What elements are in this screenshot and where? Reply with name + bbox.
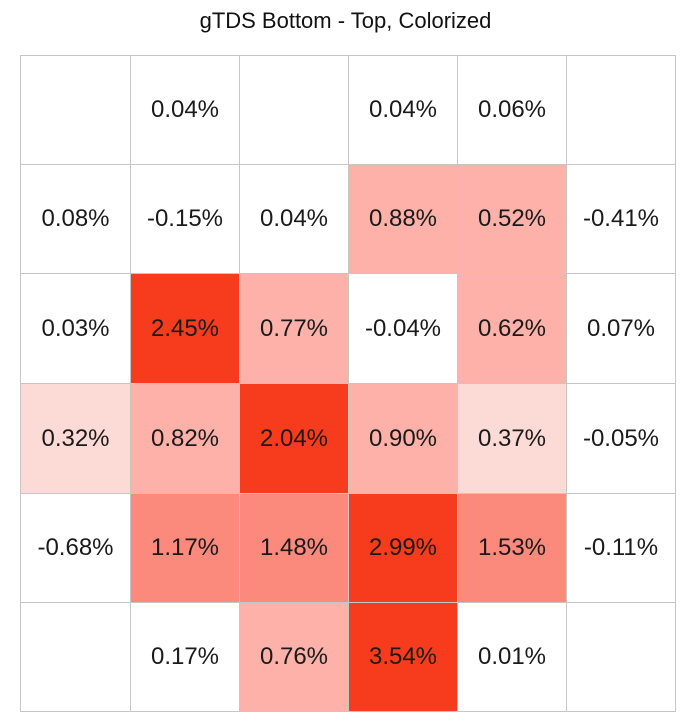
- heatmap-cell: 0.90%: [349, 384, 458, 494]
- heatmap-cell: 0.32%: [21, 384, 131, 494]
- heatmap-cell: 0.03%: [21, 274, 131, 384]
- heatmap-cell: 1.48%: [240, 494, 349, 603]
- heatmap-cell: 0.06%: [458, 56, 567, 165]
- heatmap-cell: 2.99%: [349, 494, 458, 603]
- heatmap-cell: 2.45%: [131, 274, 240, 384]
- heatmap-cell: 0.04%: [349, 56, 458, 165]
- heatmap-cell: 0.17%: [131, 603, 240, 712]
- heatmap-cell: 0.88%: [349, 165, 458, 274]
- heatmap-cell: 0.01%: [458, 603, 567, 712]
- heatmap-cell: 0.76%: [240, 603, 349, 712]
- chart-title: gTDS Bottom - Top, Colorized: [199, 8, 492, 33]
- heatmap-grid: 0.04% 0.04% 0.06% 0.08% -0.15% 0.04% 0.88% 0.52…: [20, 55, 676, 712]
- heatmap-cell: 1.17%: [131, 494, 240, 603]
- heatmap-cell: 0.08%: [21, 165, 131, 274]
- heatmap-cell: -0.15%: [131, 165, 240, 274]
- heatmap-cell: [240, 56, 349, 165]
- heatmap-cell: -0.05%: [567, 384, 676, 494]
- heatmap-cell: [21, 56, 131, 165]
- heatmap-cell: 0.04%: [240, 165, 349, 274]
- heatmap-cell: 0.77%: [240, 274, 349, 384]
- heatmap-cell: -0.41%: [567, 165, 676, 274]
- heatmap-cell: [567, 603, 676, 712]
- heatmap-cell: -0.68%: [21, 494, 131, 603]
- heatmap-cell: 0.62%: [458, 274, 567, 384]
- heatmap-cell: [21, 603, 131, 712]
- heatmap-cell: 0.82%: [131, 384, 240, 494]
- heatmap-cell: [567, 56, 676, 165]
- heatmap-cell: 2.04%: [240, 384, 349, 494]
- heatmap-cell: 1.53%: [458, 494, 567, 603]
- heatmap-cell: 0.07%: [567, 274, 676, 384]
- heatmap-cell: 3.54%: [349, 603, 458, 712]
- heatmap-cell: 0.52%: [458, 165, 567, 274]
- heatmap-cell: -0.04%: [349, 274, 458, 384]
- heatmap-cell: 0.04%: [131, 56, 240, 165]
- heatmap-cell: 0.37%: [458, 384, 567, 494]
- heatmap-cell: -0.11%: [567, 494, 676, 603]
